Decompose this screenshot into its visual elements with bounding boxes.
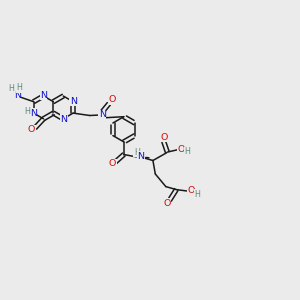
Text: O: O [177,145,184,154]
Text: N: N [137,152,144,161]
Text: N: N [70,97,77,106]
Text: H: H [8,86,14,95]
Text: O: O [163,199,170,208]
Text: N: N [14,91,21,100]
Text: H: H [184,147,190,156]
Text: O: O [109,159,116,168]
Text: O: O [28,125,35,134]
Text: H: H [16,83,22,92]
Text: N: N [99,110,106,119]
Text: H: H [194,190,200,199]
Text: H: H [24,107,30,116]
Text: O: O [160,133,167,142]
Text: N: N [30,109,37,118]
Text: N: N [60,115,67,124]
Text: H: H [8,84,14,93]
Text: H: H [134,148,140,157]
Text: O: O [108,95,116,104]
Text: N: N [40,91,47,100]
Text: O: O [187,186,194,195]
